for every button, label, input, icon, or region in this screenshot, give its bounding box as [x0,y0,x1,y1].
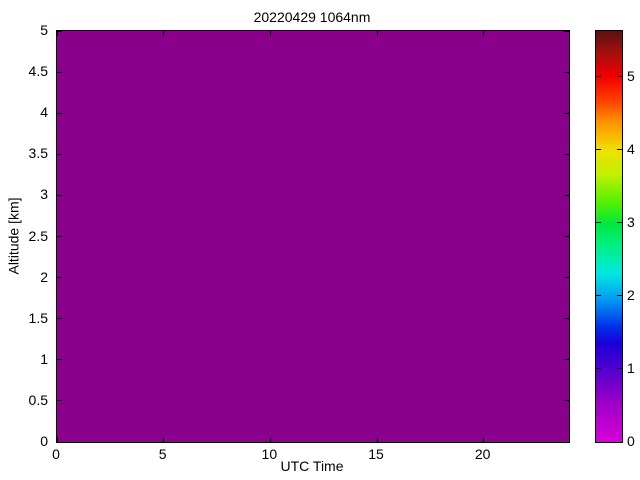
colorbar-tick-label: 2 [627,286,635,303]
y-tick-label: 5 [40,22,48,38]
x-tick-mark [483,31,485,36]
x-tick-mark [376,437,378,442]
y-tick-mark [57,441,62,443]
x-tick-mark [269,31,271,36]
x-tick-mark [376,31,378,36]
x-tick-mark [56,437,58,442]
colorbar-tick-mark [617,295,622,297]
x-tick-mark [269,437,271,442]
y-tick-label: 2.5 [28,227,48,244]
x-tick-label: 20 [474,446,491,462]
colorbar-tick-mark [596,76,601,78]
y-tick-mark [564,236,569,237]
colorbar-tick-label: 1 [627,359,635,376]
y-tick-label: 4 [40,104,48,121]
plot-area [56,30,570,443]
y-tick-label: 0 [40,433,48,449]
x-tick-mark [163,437,165,442]
y-tick-mark [57,318,62,320]
y-tick-mark [564,359,569,361]
x-axis-label: UTC Time [280,458,344,474]
y-tick-mark [564,318,569,320]
y-tick-mark [57,153,62,155]
colorbar [595,30,623,443]
y-tick-mark [564,194,569,196]
colorbar-tick-mark [617,441,622,443]
colorbar-tick-mark [596,149,601,151]
y-tick-mark [57,30,62,32]
x-tick-label: 10 [261,446,278,462]
colorbar-tick-mark [617,222,622,224]
y-tick-label: 4.5 [28,63,48,80]
y-tick-mark [564,112,569,114]
colorbar-tick-mark [596,295,601,297]
colorbar-tick-label: 5 [627,67,635,84]
x-tick-mark [163,31,165,36]
y-tick-mark [57,359,62,361]
y-tick-mark [564,153,569,155]
colorbar-tick-mark [596,368,601,370]
y-tick-label: 1 [40,350,48,367]
y-tick-mark [57,277,62,279]
colorbar-tick-mark [617,368,622,370]
y-tick-mark [57,400,62,402]
x-tick-mark [483,437,485,442]
y-tick-mark [57,236,62,237]
colorbar-tick-label: 4 [627,140,635,157]
y-tick-mark [564,71,569,73]
x-tick-label: 5 [158,446,167,462]
x-tick-label: 0 [52,446,60,462]
y-tick-label: 2 [40,268,48,285]
chart-title: 20220429 1064nm [253,9,371,25]
colorbar-tick-mark [596,441,601,443]
y-tick-mark [57,194,62,196]
colorbar-tick-mark [596,222,601,224]
y-tick-label: 0.5 [28,391,48,408]
y-tick-mark [564,441,569,443]
y-tick-label: 3.5 [28,145,48,162]
y-tick-label: 1.5 [28,309,48,326]
x-tick-label: 15 [368,446,384,462]
colorbar-tick-label: 0 [627,433,635,449]
colorbar-tick-mark [617,76,622,78]
y-tick-mark [564,30,569,32]
y-tick-mark [564,277,569,279]
y-tick-label: 3 [40,186,48,203]
y-tick-mark [57,71,62,73]
x-tick-mark [56,31,58,36]
y-tick-mark [564,400,569,402]
colorbar-tick-label: 3 [627,213,635,230]
colorbar-tick-mark [617,149,622,151]
y-tick-mark [57,112,62,114]
